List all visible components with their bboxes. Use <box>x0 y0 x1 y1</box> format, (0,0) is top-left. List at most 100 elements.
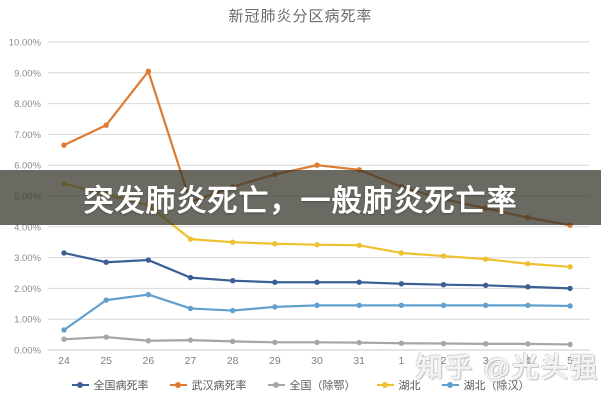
data-point-marker <box>398 302 405 309</box>
data-point-marker <box>398 281 405 287</box>
legend-marker-dot-icon <box>446 382 453 388</box>
data-point-marker <box>525 261 531 267</box>
legend-label: 全国（除鄂） <box>289 380 356 392</box>
legend-label: 全国病死率 <box>93 380 149 392</box>
legend-marker-icon <box>267 382 285 388</box>
x-axis-tick-label: 26 <box>142 355 154 367</box>
data-point-marker <box>314 302 320 309</box>
data-point-marker <box>314 279 320 285</box>
x-axis-tick-label: 29 <box>269 355 281 367</box>
data-point-marker <box>525 284 531 290</box>
data-point-marker <box>61 336 67 342</box>
data-point-marker <box>187 305 194 312</box>
data-point-marker <box>229 338 236 345</box>
data-point-marker <box>61 327 67 333</box>
chart-legend: 全国病死率 武汉病死率 全国（除鄂） 湖北 湖北（除汉） <box>0 374 601 396</box>
y-axis-tick-label: 6.00% <box>14 161 41 172</box>
y-axis-tick-label: 4.00% <box>14 222 41 233</box>
data-point-marker <box>483 302 489 309</box>
legend-marker-dot-icon <box>272 382 279 388</box>
data-point-marker <box>187 337 194 343</box>
legend-marker-icon <box>71 382 89 388</box>
watermark: 知乎 @光头强 <box>416 346 599 385</box>
watermark-author: @光头强 <box>483 353 599 383</box>
legend-marker-dot-icon <box>76 382 83 388</box>
chart-title: 新冠肺炎分区病死率 <box>228 8 373 25</box>
legend-label: 武汉病死率 <box>191 380 247 392</box>
data-point-marker <box>61 142 67 148</box>
data-point-marker <box>567 303 573 309</box>
x-axis-tick-label: 2 <box>441 355 447 367</box>
overlay-caption-banner: 突发肺炎死亡，一般肺炎死亡率 <box>0 170 601 225</box>
x-axis-tick-label: 24 <box>58 355 70 367</box>
data-point-marker <box>187 274 194 281</box>
data-point-marker <box>103 334 109 340</box>
x-axis-tick-label: 27 <box>185 355 197 367</box>
x-axis-tick-label: 31 <box>353 355 365 367</box>
legend-label: 湖北 <box>398 380 421 392</box>
x-axis-tick-label: 1 <box>398 355 404 367</box>
data-point-marker <box>229 239 236 245</box>
data-point-marker <box>272 339 278 345</box>
data-point-marker <box>440 253 447 259</box>
data-point-marker <box>229 307 236 314</box>
x-axis-tick-label: 30 <box>311 355 323 367</box>
data-point-marker <box>272 241 278 247</box>
y-axis-tick-label: 10.00% <box>9 38 42 49</box>
legend-item: 全国病死率 <box>71 377 149 393</box>
data-point-marker <box>145 291 152 298</box>
data-point-marker <box>145 257 152 263</box>
legend-marker-dot-icon <box>174 382 181 388</box>
y-axis-tick-label: 3.00% <box>14 253 41 264</box>
x-axis-tick-label: 28 <box>227 355 239 367</box>
data-point-marker <box>525 302 531 309</box>
data-point-marker <box>314 339 320 345</box>
data-point-marker <box>229 278 236 284</box>
watermark-site: 知乎 <box>416 353 475 383</box>
data-point-marker <box>356 279 362 285</box>
series-line <box>62 293 572 332</box>
x-axis-tick-label: 4 <box>525 355 531 367</box>
legend-label: 湖北（除汉） <box>463 380 530 392</box>
data-point-marker <box>356 339 362 346</box>
x-axis-tick-label: 5 <box>567 355 573 367</box>
overlay-caption-text: 突发肺炎死亡，一般肺炎死亡率 <box>83 184 518 218</box>
data-point-marker <box>145 338 152 344</box>
data-point-marker <box>103 259 109 265</box>
legend-marker-icon <box>441 382 459 388</box>
legend-item: 武汉病死率 <box>169 377 247 393</box>
data-point-marker <box>440 302 447 309</box>
legend-marker-icon <box>169 382 187 388</box>
data-point-marker <box>483 256 489 262</box>
y-axis-tick-label: 1.00% <box>14 315 41 326</box>
legend-marker-icon <box>376 382 394 388</box>
data-point-marker <box>525 341 531 347</box>
data-point-marker <box>356 242 362 248</box>
y-axis-tick-label: 7.00% <box>14 130 41 141</box>
series-2 <box>61 334 573 348</box>
data-point-marker <box>398 250 405 256</box>
series-4 <box>61 291 573 333</box>
data-point-marker <box>567 285 573 292</box>
x-axis-tick-label: 3 <box>483 355 489 367</box>
legend-marker-dot-icon <box>381 382 388 388</box>
data-point-marker <box>567 341 573 348</box>
data-point-marker <box>103 122 109 128</box>
data-point-marker <box>440 282 447 288</box>
data-point-marker <box>145 68 152 74</box>
data-point-marker <box>483 282 489 289</box>
data-point-marker <box>567 264 573 270</box>
series-0 <box>61 250 573 292</box>
data-point-marker <box>356 302 362 309</box>
data-point-marker <box>272 279 278 285</box>
y-axis-tick-label: 8.00% <box>14 99 41 110</box>
x-axis-tick-label: 25 <box>100 355 112 367</box>
legend-item: 全国（除鄂） <box>267 377 356 393</box>
legend-item: 湖北 <box>376 377 421 393</box>
data-point-marker <box>314 162 320 168</box>
legend-item: 湖北（除汉） <box>441 377 530 393</box>
x-axis: 24 25 26 27 28 29 30 31 1 2 3 4 5 <box>58 355 573 367</box>
y-axis-tick-label: 2.00% <box>14 284 41 295</box>
data-point-marker <box>483 341 489 347</box>
